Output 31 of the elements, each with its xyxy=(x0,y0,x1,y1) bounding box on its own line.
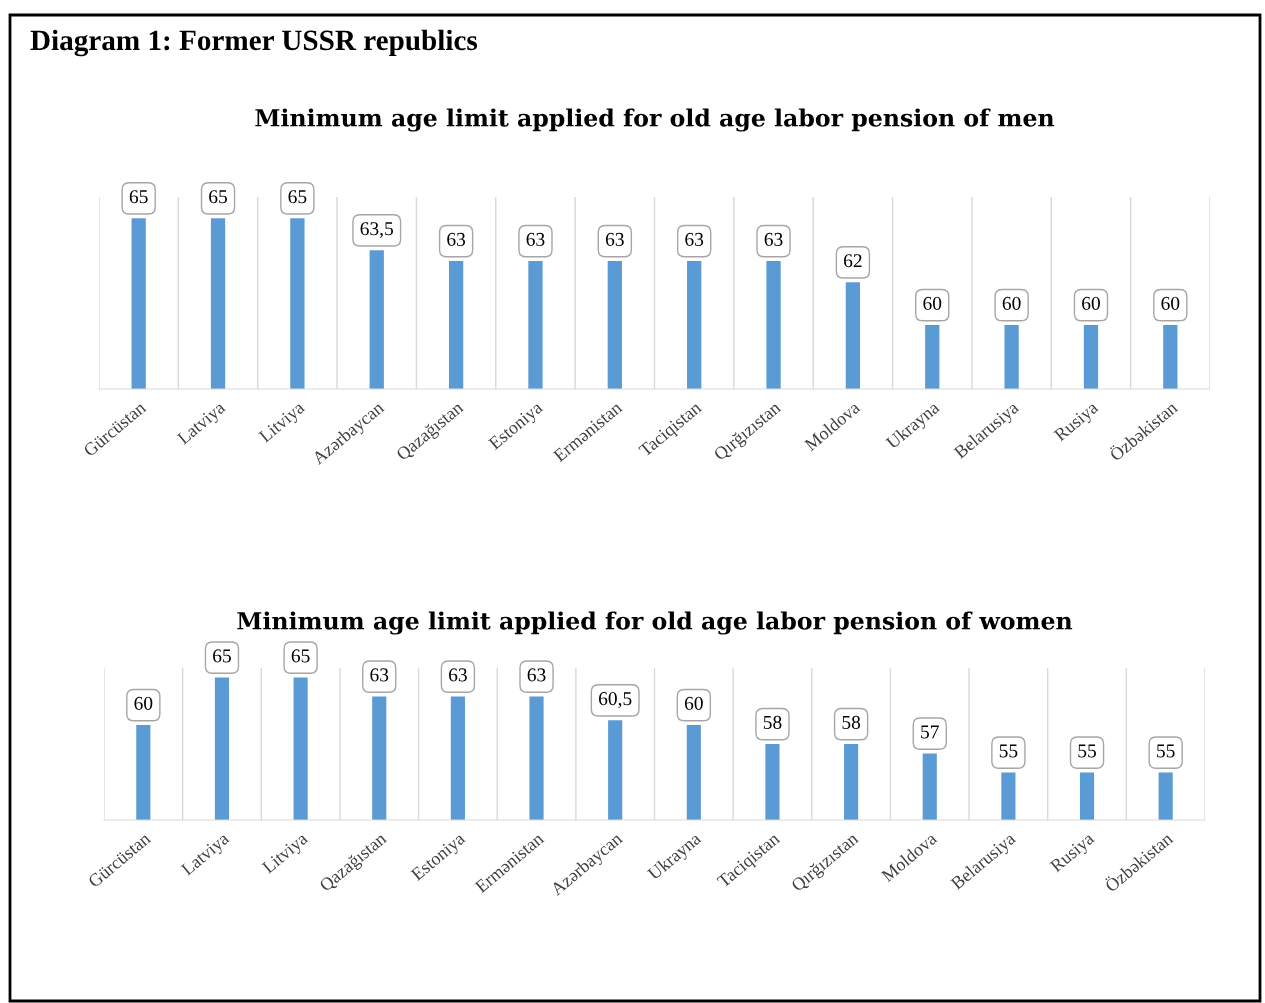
data-label: 63 xyxy=(370,668,389,682)
data-label: 60 xyxy=(1002,296,1021,310)
data-label: 55 xyxy=(1157,744,1175,758)
data-label: 60 xyxy=(1082,296,1100,310)
text: Diagram 1: Former USSR republics xyxy=(30,29,478,57)
data-label: 63 xyxy=(447,232,466,246)
data-label: 60 xyxy=(134,696,153,710)
data-label: 63 xyxy=(527,668,546,682)
data-label: 60 xyxy=(684,696,703,710)
data-label: 55 xyxy=(1078,744,1096,758)
data-label: 63 xyxy=(605,232,624,246)
data-label: 63 xyxy=(764,232,783,246)
data-label: 65 xyxy=(209,190,227,204)
data-label: 60 xyxy=(1161,296,1180,310)
data-label: 60,5 xyxy=(599,692,632,708)
data-label: 57 xyxy=(921,725,939,739)
data-label: 65 xyxy=(213,649,231,663)
data-label: 63 xyxy=(685,232,704,246)
data-label: 58 xyxy=(842,715,861,729)
data-label: 58 xyxy=(763,715,782,729)
data-label: 62 xyxy=(844,254,862,268)
data-label: 63,5 xyxy=(360,222,393,239)
data-label: 55 xyxy=(999,744,1018,758)
data-label: 65 xyxy=(288,190,307,204)
data-label: 60 xyxy=(923,296,942,310)
data-label: 65 xyxy=(129,190,148,204)
chart-title: Minimum age limit applied for old age labor pension of women xyxy=(237,611,1073,635)
data-label: 63 xyxy=(526,232,545,246)
chart-title: Minimum age limit applied for old age labor pension of men xyxy=(255,108,1055,132)
data-label: 65 xyxy=(291,649,310,663)
data-label: 63 xyxy=(449,668,467,682)
